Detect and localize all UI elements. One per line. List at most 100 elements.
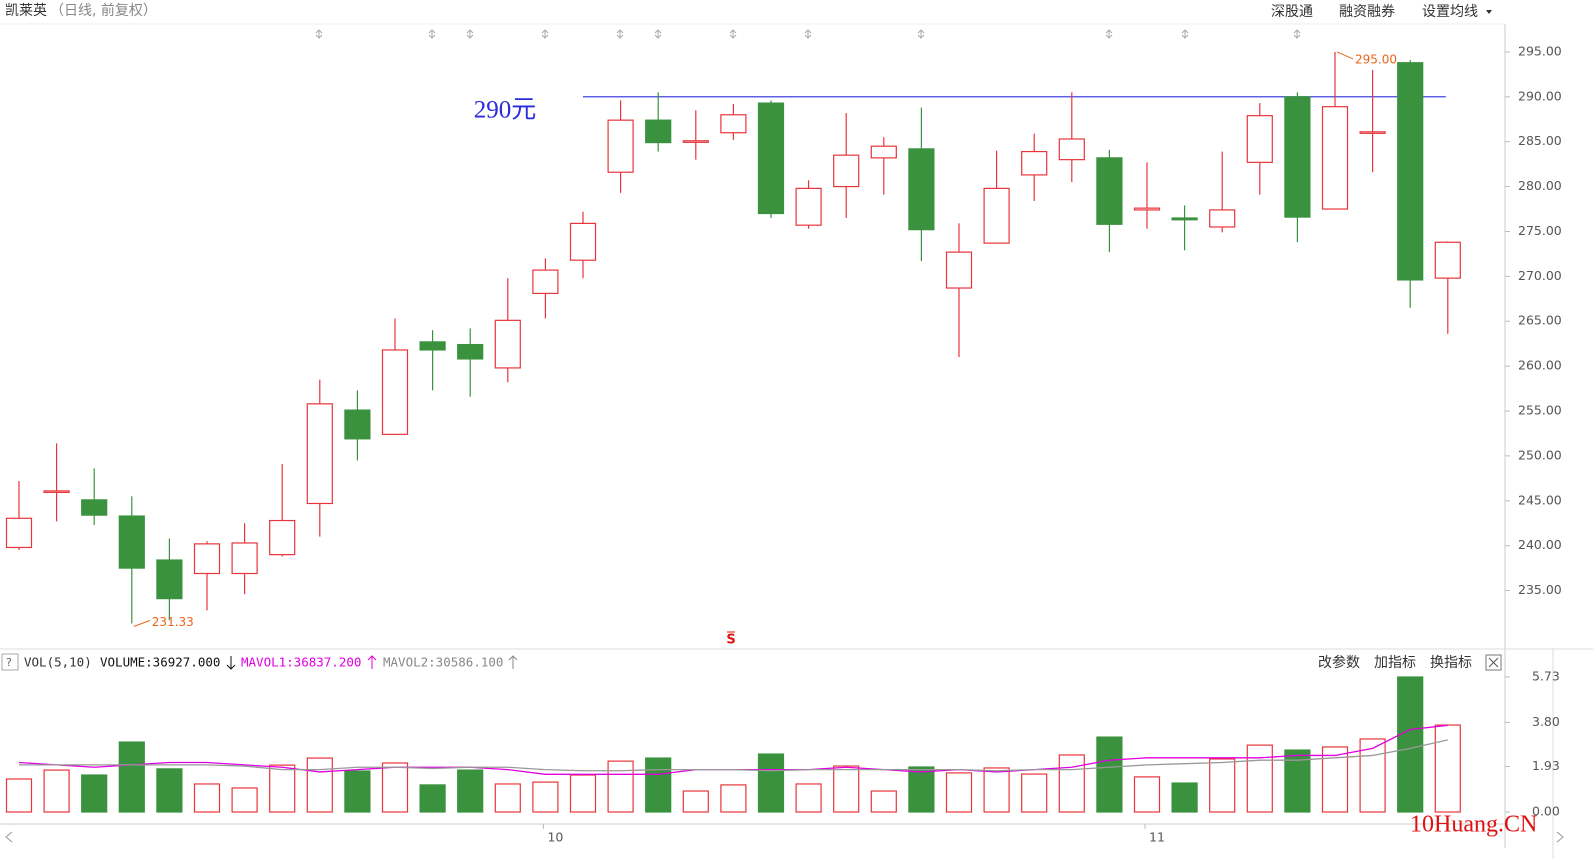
candle-body xyxy=(1246,115,1273,163)
volume-bar xyxy=(494,783,521,813)
extreme-label: 231.33 xyxy=(152,615,194,629)
candle-body xyxy=(645,119,672,144)
candle-body xyxy=(118,515,145,569)
volume-bar xyxy=(720,784,747,813)
stock-title: 凯莱英 xyxy=(5,2,47,19)
volume-bar xyxy=(870,790,897,813)
indicator-button[interactable]: 加指标 xyxy=(1374,655,1416,671)
volume-bar xyxy=(1133,776,1161,813)
x-tick-label: 11 xyxy=(1149,830,1165,845)
extreme-label: 295.00 xyxy=(1355,52,1397,66)
volume-bar xyxy=(757,753,785,813)
up-arrow xyxy=(367,655,377,669)
candle-body xyxy=(344,409,371,440)
y-tick-label: 0.00 xyxy=(1532,804,1560,819)
event-icon xyxy=(428,29,436,39)
indicator-button[interactable]: 换指标 xyxy=(1430,654,1472,671)
header-button[interactable]: 深股通 xyxy=(1271,4,1313,20)
help-button[interactable] xyxy=(1,653,19,671)
candle-body xyxy=(231,542,258,575)
candle-body xyxy=(983,187,1010,244)
candle-body xyxy=(532,269,559,295)
volume-bar xyxy=(1171,782,1198,813)
candle-body xyxy=(1434,241,1461,279)
readout-ma10: MAVOL2:30586.100 xyxy=(383,655,503,670)
volume-bar xyxy=(5,778,33,813)
y-tick-label: 235.00 xyxy=(1518,582,1562,597)
volume-bar xyxy=(457,769,484,813)
extreme-arrow xyxy=(1336,51,1354,60)
candle-body xyxy=(494,319,521,369)
event-icon xyxy=(1105,29,1113,39)
volume-bar xyxy=(1359,738,1386,813)
candle-body xyxy=(381,349,409,435)
scroll-left[interactable] xyxy=(5,831,13,843)
candle-body xyxy=(1321,106,1349,210)
readout-volume: VOLUME:36927.000 xyxy=(100,655,220,670)
y-tick-label: 285.00 xyxy=(1518,133,1562,148)
volume-bar xyxy=(231,787,258,813)
event-icon xyxy=(1181,29,1189,39)
candle-body xyxy=(1209,209,1236,228)
indicator-button[interactable]: 改参数 xyxy=(1318,654,1360,671)
candle-body xyxy=(1021,150,1048,176)
volume-bar xyxy=(306,757,333,813)
up-arrow xyxy=(508,655,518,669)
volume-bar xyxy=(645,757,672,813)
event-icon xyxy=(616,29,624,39)
y-tick-label: 5.73 xyxy=(1532,669,1560,684)
candle-body xyxy=(908,148,935,231)
candle-body xyxy=(757,102,785,215)
volume-bar xyxy=(156,768,183,813)
volume-bar xyxy=(1397,676,1424,813)
y-tick-label: 250.00 xyxy=(1518,447,1562,462)
candle-body xyxy=(5,517,33,549)
event-icon xyxy=(917,29,925,39)
y-tick-label: 280.00 xyxy=(1518,178,1562,193)
volume-bar xyxy=(1021,773,1048,813)
y-tick-label: 260.00 xyxy=(1518,358,1562,373)
volume-bar xyxy=(419,784,446,813)
candle-body xyxy=(1284,96,1311,218)
candle-body xyxy=(457,343,484,360)
watermark: 10Huang.CN xyxy=(1410,812,1537,838)
help-icon: ? xyxy=(6,656,12,669)
event-icon xyxy=(541,29,549,39)
volume-bar xyxy=(43,769,70,813)
volume-bar xyxy=(1096,736,1123,813)
candle-body xyxy=(81,499,108,516)
candle-body xyxy=(1171,217,1198,221)
candle-body xyxy=(945,251,973,289)
header-button[interactable]: 设置均线 xyxy=(1422,4,1478,20)
candle-body xyxy=(193,543,221,575)
volume-bar xyxy=(795,783,822,813)
y-tick-label: 290.00 xyxy=(1518,88,1562,103)
dropdown-caret[interactable] xyxy=(1486,10,1492,14)
volume-bar xyxy=(532,781,559,813)
scroll-right[interactable] xyxy=(1556,831,1564,843)
volume-bar xyxy=(908,766,935,813)
y-tick-label: 245.00 xyxy=(1518,492,1562,507)
volume-bar xyxy=(833,765,860,813)
candle-body xyxy=(870,145,897,159)
candle-body xyxy=(43,490,70,494)
stock-subtitle: （日线, 前复权） xyxy=(50,2,157,19)
extreme-arrow xyxy=(133,620,150,627)
event-icon xyxy=(654,29,662,39)
header-button[interactable]: 融资融券 xyxy=(1339,4,1395,20)
down-arrow xyxy=(226,656,236,670)
y-tick-label: 255.00 xyxy=(1518,403,1562,418)
y-tick-label: 270.00 xyxy=(1518,268,1562,283)
volume-bar xyxy=(81,774,108,813)
ma-line xyxy=(19,739,1448,772)
event-icon xyxy=(1293,29,1301,39)
volume-bar xyxy=(1434,724,1461,813)
y-tick-label: 295.00 xyxy=(1518,43,1562,58)
candle-body xyxy=(419,341,446,351)
volume-bar xyxy=(193,783,221,813)
volume-bar xyxy=(945,772,973,813)
candle-body xyxy=(1096,157,1123,225)
candle-body xyxy=(1397,62,1424,281)
volume-bar xyxy=(1209,758,1236,813)
event-icon xyxy=(804,29,812,39)
